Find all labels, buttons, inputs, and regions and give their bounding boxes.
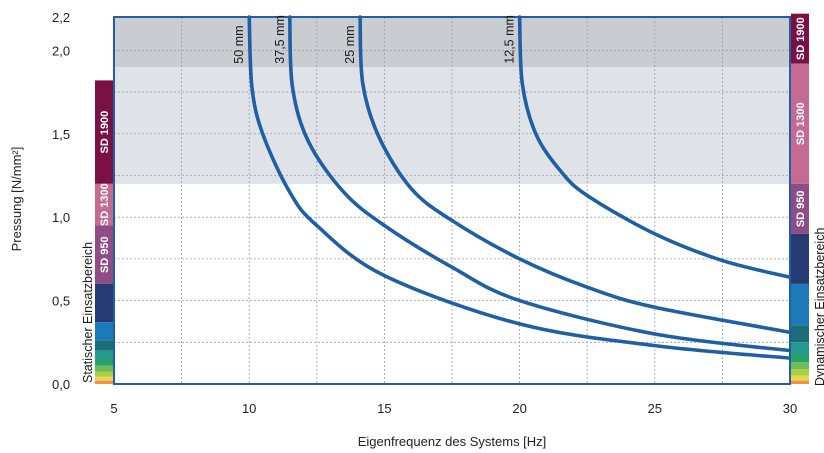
left-scale-band-5 [95, 340, 113, 351]
series-line-2 [358, 15, 792, 335]
x-tick-labels: 5 10 15 20 25 30 [110, 401, 797, 416]
left-scale-band-8 [95, 365, 113, 372]
right-scale-band-label-0: SD 1900 [795, 17, 807, 60]
left-scale-bar: SD 1900 SD 1300 SD 950 [95, 80, 113, 384]
x-tick-label: 20 [512, 401, 526, 416]
left-scale-band-3 [95, 283, 113, 323]
right-scale-band-9 [791, 368, 809, 376]
series-label-3: 12,5 mm [503, 15, 517, 64]
right-scale-band-6 [791, 342, 809, 354]
x-tick-label: 15 [377, 401, 391, 416]
right-scale-band-8 [791, 362, 809, 369]
right-scale-band-10 [791, 375, 809, 381]
curve-labels: 50 mm 37,5 mm 25 mm 12,5 mm [232, 15, 516, 64]
left-scale-band-9 [95, 371, 113, 377]
y-tick-label: 2,0 [52, 43, 70, 58]
grid [114, 17, 790, 384]
left-scale-band-4 [95, 322, 113, 341]
right-scale-band-11 [791, 380, 809, 384]
series-label-2: 25 mm [343, 26, 357, 64]
curves [247, 15, 792, 360]
y-tick-label: 0,0 [52, 377, 70, 392]
left-scale-band-label-2: SD 950 [99, 236, 111, 273]
y-tick-label: 1,5 [52, 127, 70, 142]
left-scale-band-7 [95, 358, 113, 366]
series-label-1: 37,5 mm [273, 15, 287, 64]
right-scale-band-5 [791, 325, 809, 343]
y-tick-labels: 0,0 0,5 1,0 1,5 2,0 2,2 [52, 10, 70, 392]
right-scale-band-label-1: SD 1300 [795, 102, 807, 145]
series-line-0 [247, 15, 792, 360]
right-scale-band-label-2: SD 950 [795, 190, 807, 227]
left-scale-band-label-1: SD 1300 [99, 183, 111, 226]
left-scale-band-11 [95, 380, 113, 384]
left-scale-band-10 [95, 376, 113, 381]
series-line-1 [288, 15, 792, 353]
x-axis-label: Eigenfrequenz des Systems [Hz] [358, 434, 547, 449]
y-tick-label: 2,2 [52, 10, 70, 25]
right-scale-band-0 [791, 13, 809, 64]
y-tick-label: 0,5 [52, 294, 70, 309]
left-scale-band-0 [95, 80, 113, 184]
x-tick-label: 30 [783, 401, 797, 416]
left-scale-title: Statischer Einsatzbereich [81, 242, 95, 383]
left-scale-band-2 [95, 225, 113, 284]
right-scale-bar: SD 1900 SD 1300 SD 950 [791, 13, 809, 384]
left-scale-band-6 [95, 350, 113, 359]
y-tick-label: 1,0 [52, 210, 70, 225]
right-scale-band-3 [791, 233, 809, 284]
series-label-0: 50 mm [232, 26, 246, 64]
plot-frame [113, 16, 791, 385]
x-tick-label: 5 [110, 401, 117, 416]
right-scale-band-2 [791, 183, 809, 234]
right-scale-title: Dynamischer Einsatzbereich [813, 228, 824, 386]
left-scale-band-label-0: SD 1900 [99, 111, 111, 154]
x-tick-label: 25 [648, 401, 662, 416]
right-scale-band-4 [791, 283, 809, 326]
x-tick-label: 10 [242, 401, 256, 416]
y-axis-label: Pressung [N/mm²] [9, 147, 24, 252]
series-line-3 [517, 15, 792, 279]
right-scale-band-1 [791, 63, 809, 184]
left-scale-band-1 [95, 183, 113, 226]
right-scale-band-7 [791, 353, 809, 363]
